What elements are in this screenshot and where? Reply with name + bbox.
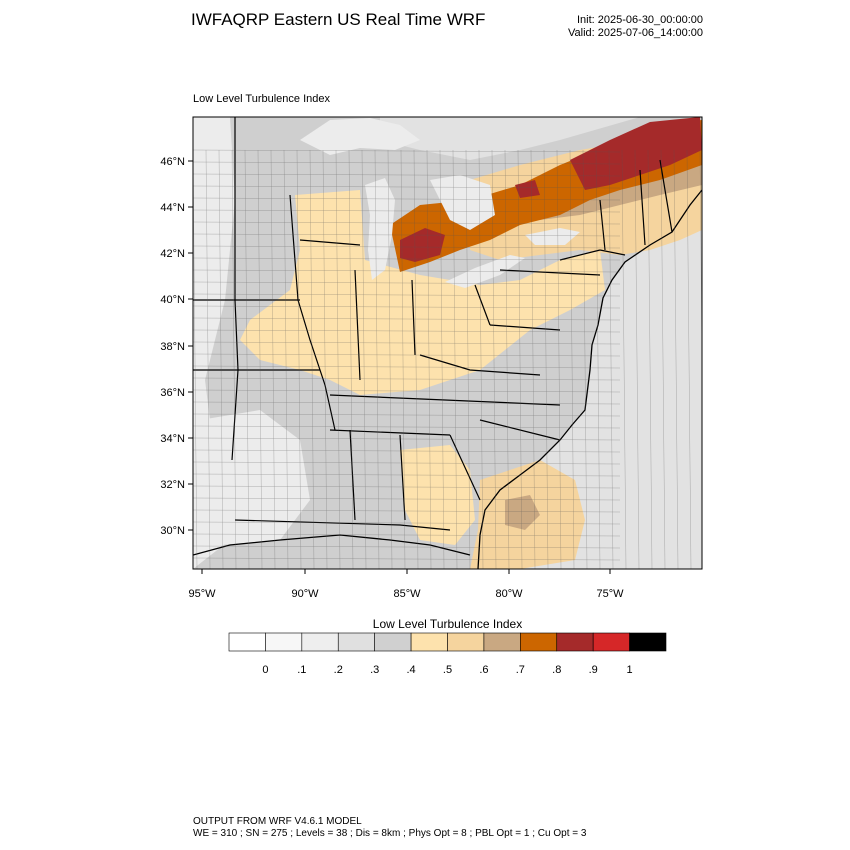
colorbar-swatch [592, 632, 630, 652]
colorbar-swatch [301, 632, 339, 652]
lake-michigan [365, 178, 395, 280]
colorbar-swatch [629, 632, 667, 652]
colorbar-label: .5 [443, 664, 452, 676]
colorbar-swatch [447, 632, 485, 652]
init-time: Init: 2025-06-30_00:00:00 [577, 14, 703, 26]
lon-tick-label: 80°W [495, 588, 523, 600]
lon-tick-label: 95°W [188, 588, 216, 600]
valid-time: Valid: 2025-07-06_14:00:00 [568, 27, 703, 39]
lat-tick-label: 44°N [160, 202, 185, 214]
tan-area-georgia [400, 445, 475, 545]
colorbar-label: .7 [516, 664, 525, 676]
longitude-axis: 95°W 90°W 85°W 80°W 75°W [188, 569, 624, 600]
lat-tick-label: 32°N [160, 479, 185, 491]
map-border [192, 116, 703, 570]
land-light-west [193, 117, 235, 569]
lon-tick-label: 75°W [596, 588, 624, 600]
colorbar-label: .6 [479, 664, 488, 676]
red-core-northeast [570, 117, 702, 190]
lat-tick-label: 40°N [160, 294, 185, 306]
colorbar-label: .2 [334, 664, 343, 676]
colorbar-label: 1 [627, 664, 633, 676]
lat-tick-label: 42°N [160, 248, 185, 260]
colorbar-label: .9 [589, 664, 598, 676]
colorbar-swatch [265, 632, 303, 652]
colorbar-swatch [228, 632, 266, 652]
colorbar-swatch [410, 632, 448, 652]
colorbar-swatch [520, 632, 558, 652]
colorbar-swatch [337, 632, 375, 652]
land-light-southwest [200, 410, 310, 545]
lat-tick-label: 36°N [160, 387, 185, 399]
tan-dark-atlantic [505, 495, 540, 530]
red-core-lake-erie [515, 180, 540, 198]
map-frame-content [193, 117, 702, 569]
gulf-coast [193, 534, 471, 556]
lon-tick-label: 85°W [393, 588, 421, 600]
latitude-axis: 46°N 44°N 42°N 40°N 38°N 36°N 34°N 32°N 30°N [160, 156, 193, 537]
model-footer: OUTPUT FROM WRF V4.6.1 MODEL WE = 310 ; … [193, 816, 586, 840]
lat-tick-label: 46°N [160, 156, 185, 168]
lake-superior [300, 118, 420, 155]
field-label: Low Level Turbulence Index [193, 93, 330, 105]
colorbar-title: Low Level Turbulence Index [372, 617, 523, 631]
lake-huron [430, 175, 495, 230]
run-times: Init: 2025-06-30_00:00:00 Valid: 2025-07… [568, 14, 703, 40]
footer-config-line: WE = 310 ; SN = 275 ; Levels = 38 ; Dis … [193, 828, 587, 839]
colorbar: 0 .1 .2 .3 .4 .5 .6 .7 .8 .9 1 [228, 632, 667, 676]
colorbar-swatch [483, 632, 521, 652]
lat-tick-label: 38°N [160, 341, 185, 353]
page-title: IWFAQRP Eastern US Real Time WRF [191, 10, 486, 29]
colorbar-label: .8 [552, 664, 561, 676]
colorbar-label: .4 [406, 664, 415, 676]
lake-ontario [525, 228, 580, 245]
coastline [477, 189, 702, 569]
colorbar-label: .3 [370, 664, 379, 676]
county-grid [193, 149, 702, 569]
colorbar-swatch [374, 632, 412, 652]
colorbar-swatch [556, 632, 594, 652]
lat-tick-label: 34°N [160, 433, 185, 445]
lon-tick-label: 90°W [291, 588, 319, 600]
tan-band-midwest [240, 190, 605, 395]
colorbar-label: .1 [297, 664, 306, 676]
lat-tick-label: 30°N [160, 525, 185, 537]
colorbar-label: 0 [262, 664, 268, 676]
red-core-michigan [400, 228, 445, 262]
footer-model-line: OUTPUT FROM WRF V4.6.1 MODEL [193, 816, 362, 827]
